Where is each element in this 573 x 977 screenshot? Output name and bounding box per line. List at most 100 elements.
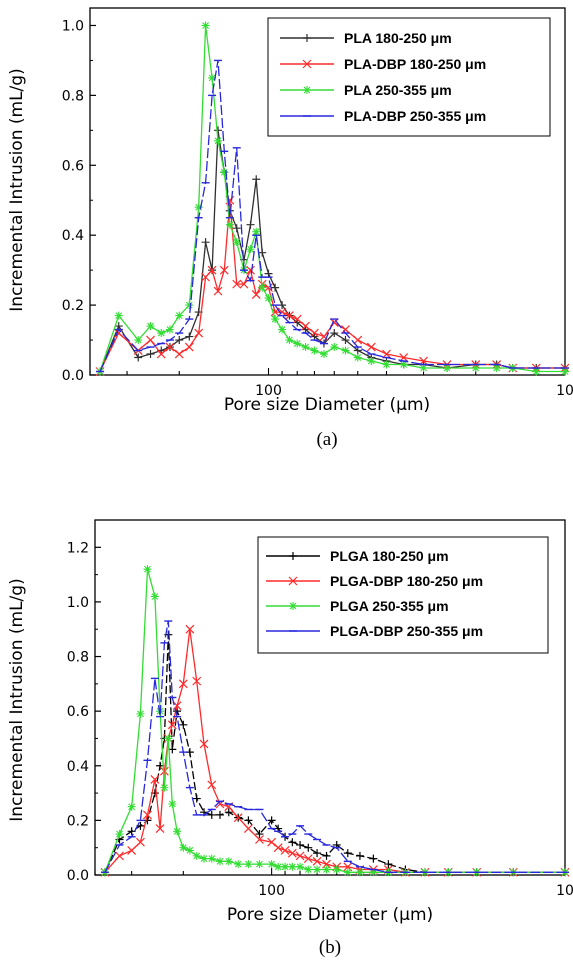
data-point (303, 854, 313, 864)
data-point (287, 848, 297, 858)
data-point (313, 865, 322, 874)
data-point (156, 349, 166, 359)
data-point (164, 734, 173, 743)
data-point (207, 810, 216, 819)
data-point (353, 346, 362, 355)
data-point (165, 342, 175, 352)
legend-item: PLGA 180-250 μm (266, 548, 449, 564)
series-line (104, 620, 565, 873)
data-point (165, 325, 174, 334)
data-point (293, 339, 302, 348)
y-tick-label: 1.0 (67, 595, 89, 611)
series-line (104, 569, 565, 873)
data-point (173, 827, 182, 836)
y-tick-label: 0.2 (67, 813, 89, 829)
legend-item: PLGA-DBP 180-250 μm (266, 573, 483, 589)
data-point (267, 860, 276, 869)
data-point (150, 592, 159, 601)
data-point (207, 265, 217, 275)
data-point (146, 350, 155, 359)
legend-marker (289, 552, 297, 560)
panel-b: 0.0 0.2 0.4 0.6 0.8 1.0 1.2 100 10 Incremental … (7, 519, 573, 958)
data-point (127, 845, 137, 855)
panel-label-a: (a) (316, 429, 337, 450)
data-point (185, 846, 194, 855)
data-point (199, 739, 209, 749)
x-axis-title-a: Pore size Diameter (μm) (224, 395, 430, 415)
data-point (271, 283, 280, 292)
data-point (175, 311, 184, 320)
data-point (155, 824, 165, 834)
y-tick-label: 0.6 (62, 158, 84, 174)
data-point (285, 336, 294, 345)
y-tick-label: 0.6 (67, 704, 89, 720)
data-point (232, 224, 241, 233)
data-point (200, 854, 209, 863)
data-point (114, 311, 123, 320)
data-point (341, 346, 350, 355)
data-point (225, 220, 234, 229)
data-point (184, 342, 194, 352)
data-point (252, 175, 261, 184)
data-point (244, 816, 253, 825)
data-point (296, 862, 305, 871)
data-point (192, 676, 202, 686)
series-4 (96, 59, 569, 373)
data-point (399, 360, 408, 369)
data-point (288, 838, 297, 847)
data-point (278, 301, 287, 310)
data-point (246, 220, 255, 229)
series-line (99, 60, 565, 372)
data-point (561, 367, 569, 376)
data-point (353, 353, 362, 362)
data-point (234, 860, 243, 869)
data-point (312, 856, 322, 866)
data-point (246, 265, 255, 275)
data-point (157, 329, 166, 338)
data-point (220, 168, 229, 177)
legend-item: PLA 250-355 μm (280, 82, 452, 98)
y-tick-label: 0.8 (62, 88, 84, 104)
data-point (252, 227, 261, 236)
data-point (168, 745, 177, 754)
data-point (185, 301, 194, 310)
y-axis-title-b: Incremental Intrusion (mL/g) (7, 578, 27, 821)
data-point (313, 849, 322, 858)
data-point (224, 808, 233, 817)
series-3 (100, 565, 569, 877)
data-point (174, 349, 184, 359)
x-tick-label: 10 (556, 383, 573, 399)
y-tick-label: 0.4 (62, 228, 84, 244)
y-tick-label: 0.4 (67, 759, 89, 775)
data-point (255, 830, 264, 839)
data-point (150, 774, 160, 784)
data-point (369, 868, 378, 877)
axis-ticks-a (89, 24, 566, 376)
legend-item: PLA-DBP 250-355 μm (280, 108, 486, 124)
data-point (143, 810, 152, 820)
data-point (258, 283, 267, 292)
data-point (278, 325, 287, 334)
legend-item: PLGA-DBP 250-355 μm (266, 623, 483, 639)
data-point (304, 843, 313, 852)
data-point (296, 840, 305, 849)
data-point (255, 860, 264, 869)
legend-label: PLA-DBP 250-355 μm (344, 108, 486, 124)
data-point (264, 269, 273, 278)
legend-label: PLGA 250-355 μm (330, 598, 449, 614)
legend-marker (289, 602, 297, 610)
data-point (143, 565, 152, 574)
series-4 (100, 620, 569, 873)
data-point (310, 346, 319, 355)
data-point (201, 272, 211, 282)
data-point (267, 837, 277, 847)
data-point (343, 849, 352, 858)
data-point (367, 357, 376, 366)
data-point (115, 851, 124, 861)
data-point (443, 364, 452, 373)
data-point (271, 315, 280, 324)
data-point (207, 780, 217, 790)
data-point (369, 854, 378, 863)
data-point (382, 360, 391, 369)
data-point (255, 835, 264, 844)
